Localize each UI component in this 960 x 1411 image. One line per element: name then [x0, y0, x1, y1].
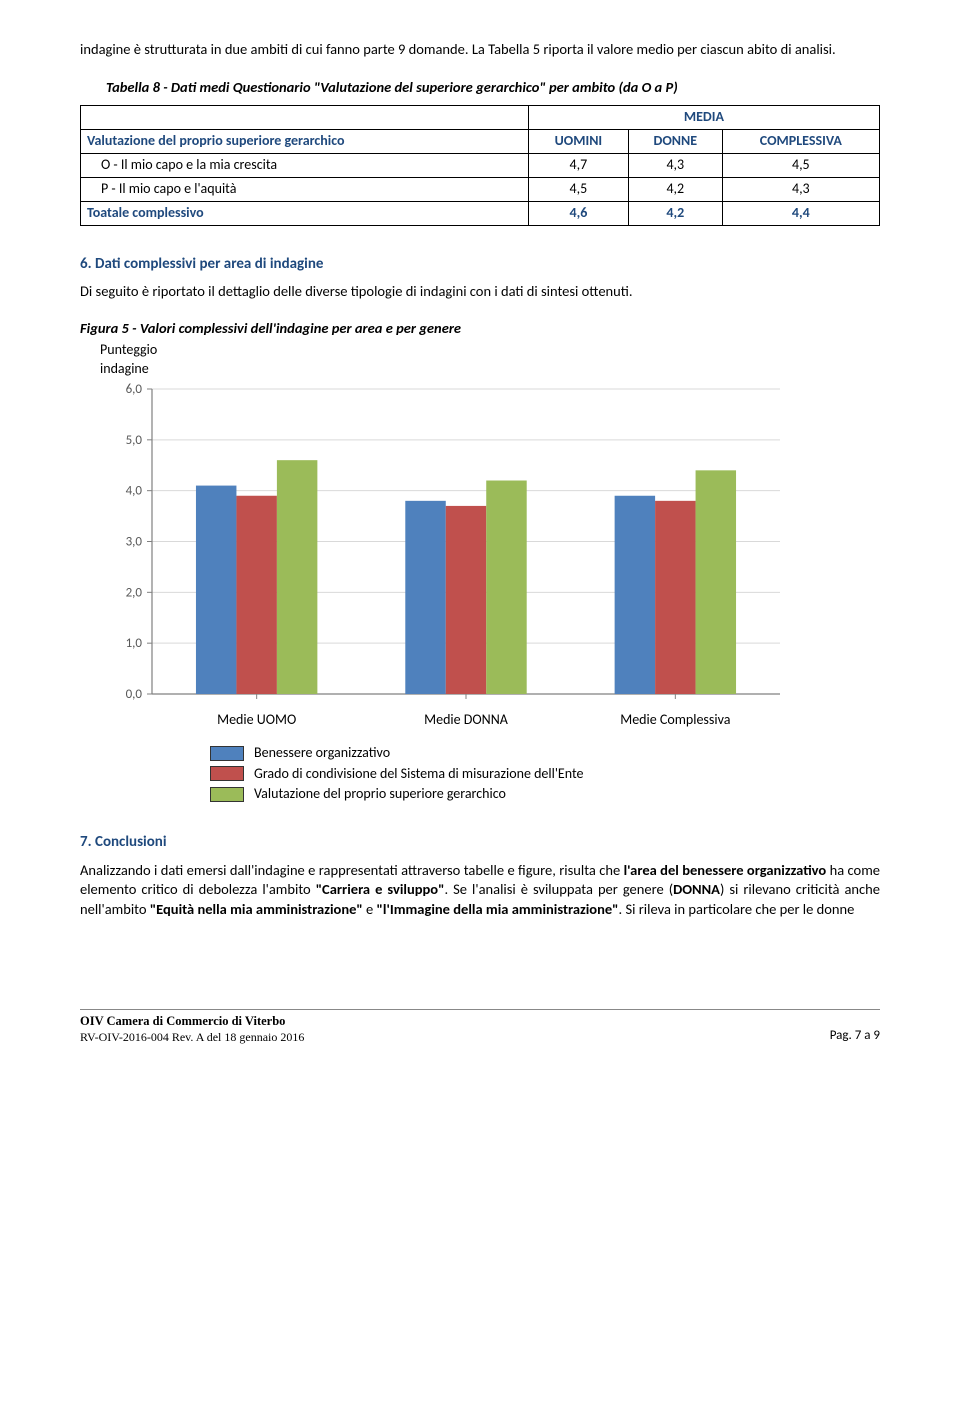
svg-text:4,0: 4,0 [126, 483, 143, 498]
xaxis-labels: Medie UOMO Medie DONNA Medie Complessiva [80, 711, 780, 730]
legend-swatch [210, 766, 244, 781]
svg-text:3,0: 3,0 [126, 534, 143, 549]
page-footer: OIV Camera di Commercio di Viterbo RV-OI… [80, 1009, 880, 1045]
section6-title: 6. Dati complessivi per area di indagine [80, 254, 880, 274]
xcat: Medie Complessiva [571, 711, 780, 730]
legend-item: Valutazione del proprio superiore gerarc… [210, 785, 880, 804]
chart-legend: Benessere organizzativo Grado di condivi… [210, 744, 880, 805]
section6-text: Di seguito è riportato il dettaglio dell… [80, 282, 880, 302]
figure5-caption: Figura 5 - Valori complessivi dell'indag… [80, 319, 880, 339]
xcat: Medie DONNA [361, 711, 570, 730]
cell: 4,5 [722, 153, 879, 177]
cell: 4,3 [628, 153, 722, 177]
table-row: P - Il mio capo e l'aquità 4,5 4,2 4,3 [81, 177, 880, 201]
col-donne: DONNE [628, 130, 722, 154]
yaxis-label: Punteggio indagine [100, 341, 880, 379]
row-label: O - Il mio capo e la mia crescita [81, 153, 529, 177]
table-row: O - Il mio capo e la mia crescita 4,7 4,… [81, 153, 880, 177]
cell: 4,7 [528, 153, 628, 177]
legend-label: Grado di condivisione del Sistema di mis… [254, 765, 583, 784]
figure5-chart: Punteggio indagine 0,0 1,0 2,0 3,0 4,0 5,0 6,0… [80, 341, 880, 804]
svg-text:2,0: 2,0 [126, 585, 143, 600]
svg-text:0,0: 0,0 [126, 687, 143, 702]
table-total-row: Toatale complessivo 4,6 4,2 4,4 [81, 201, 880, 225]
cell: 4,3 [722, 177, 879, 201]
svg-text:1,0: 1,0 [126, 636, 143, 651]
legend-swatch [210, 787, 244, 802]
yaxis-l2: indagine [100, 360, 149, 377]
footer-rev: RV-OIV-2016-004 Rev. A del 18 gennaio 20… [80, 1030, 304, 1045]
cell: 4,6 [528, 201, 628, 225]
svg-text:5,0: 5,0 [126, 433, 143, 448]
cell: 4,2 [628, 177, 722, 201]
media-header: MEDIA [528, 106, 879, 130]
table8: MEDIA Valutazione del proprio superiore … [80, 105, 880, 225]
rowhead-label: Valutazione del proprio superiore gerarc… [81, 130, 529, 154]
total-label: Toatale complessivo [81, 201, 529, 225]
legend-swatch [210, 746, 244, 761]
cell: 4,2 [628, 201, 722, 225]
row-label: P - Il mio capo e l'aquità [81, 177, 529, 201]
footer-page: Pag. 7 a 9 [830, 1027, 880, 1045]
intro-paragraph: indagine è strutturata in due ambiti di … [80, 40, 880, 60]
yaxis-l1: Punteggio [100, 341, 157, 358]
footer-left: OIV Camera di Commercio di Viterbo RV-OI… [80, 1014, 304, 1045]
bar-chart-svg: 0,0 1,0 2,0 3,0 4,0 5,0 6,0 [80, 379, 800, 709]
empty-cell [81, 106, 529, 130]
legend-item: Benessere organizzativo [210, 744, 880, 763]
legend-label: Benessere organizzativo [254, 744, 390, 763]
legend-label: Valutazione del proprio superiore gerarc… [254, 785, 506, 804]
cell: 4,5 [528, 177, 628, 201]
xcat: Medie UOMO [152, 711, 361, 730]
cell: 4,4 [722, 201, 879, 225]
section7-text: Analizzando i dati emersi dall'indagine … [80, 861, 880, 920]
col-uomini: UOMINI [528, 130, 628, 154]
section7-title: 7. Conclusioni [80, 832, 880, 852]
legend-item: Grado di condivisione del Sistema di mis… [210, 765, 880, 784]
footer-org: OIV Camera di Commercio di Viterbo [80, 1014, 304, 1030]
svg-text:6,0: 6,0 [126, 382, 143, 397]
col-complessiva: COMPLESSIVA [722, 130, 879, 154]
table8-caption: Tabella 8 - Dati medi Questionario "Valu… [80, 78, 880, 98]
